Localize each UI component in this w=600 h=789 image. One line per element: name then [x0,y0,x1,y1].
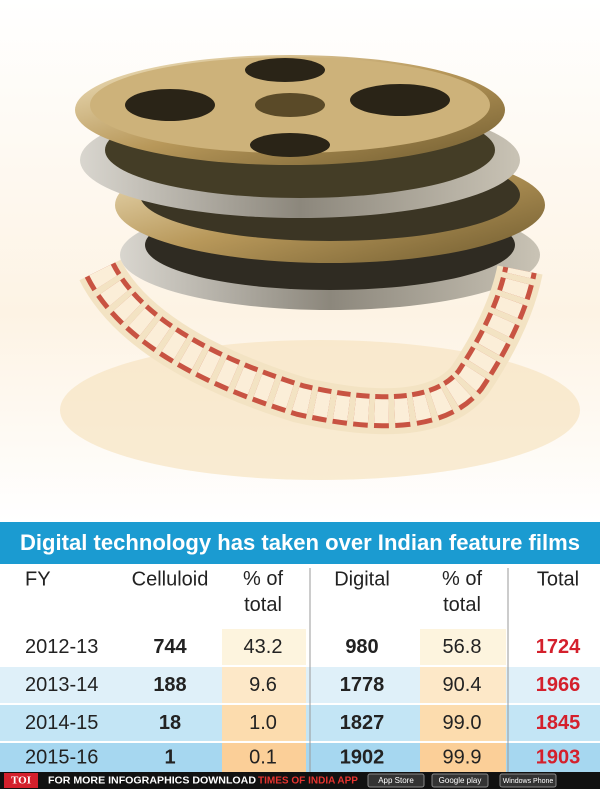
percent-cell [420,628,506,665]
badge-label[interactable]: Google play [439,776,482,785]
title: Digital technology has taken over Indian… [20,530,580,555]
table: FY Celluloid % of total Digital % of total Tota… [0,564,600,772]
percent-cell [222,704,306,741]
percent-cell [222,628,306,665]
table-cell: 188 [153,674,186,696]
film-reel-image [0,0,600,522]
footer-app: TIMES OF INDIA APP [258,776,358,787]
logo: TOI [11,775,31,787]
column-header: FY [25,568,51,590]
badge[interactable] [499,773,557,788]
table-cell: 1778 [340,674,385,696]
percent-cell [222,742,306,772]
table-cell: 1.0 [249,712,277,734]
percent-cell [222,666,306,703]
table-cell: 1724 [536,636,581,658]
table-cell: 2014-15 [25,712,98,734]
table-cell: 99.0 [443,712,482,734]
table-cell: 9.6 [249,674,277,696]
table-cell: 2013-14 [25,674,98,696]
table-cell: 744 [153,636,187,658]
badge[interactable] [431,773,489,788]
table-cell: 18 [159,712,181,734]
table-cell: 2015-16 [25,746,98,768]
table-cell: 0.1 [249,746,277,768]
percent-cell [420,666,506,703]
table-cell: 56.8 [443,636,482,658]
badge[interactable] [367,773,425,788]
table-cell: 99.9 [443,746,482,768]
column-header: Digital [334,568,390,590]
table-cell: 1903 [536,746,581,768]
table-cell: 1827 [340,712,385,734]
percent-cell [420,742,506,772]
footer-text: FOR MORE INFOGRAPHICS DOWNLOAD [48,776,256,787]
title-bar [0,522,600,564]
table-cell: 1845 [536,712,581,734]
percent-cell [420,704,506,741]
table-cell: 90.4 [443,674,482,696]
table-cell: 2012-13 [25,636,98,658]
column-header: Total [537,568,579,590]
badge-label[interactable]: App Store [378,776,414,785]
column-header: Celluloid [132,568,209,590]
table-cell: 980 [345,636,378,658]
table-cell: 1966 [536,674,581,696]
table-cell: 1 [164,746,175,768]
table-cell: 43.2 [244,636,283,658]
table-cell: 1902 [340,746,385,768]
column-header: % of total [243,568,283,616]
column-header: % of total [442,568,482,616]
header-row [0,564,600,626]
badge-label[interactable]: Windows Phone [503,778,554,785]
logo-box [4,773,38,788]
